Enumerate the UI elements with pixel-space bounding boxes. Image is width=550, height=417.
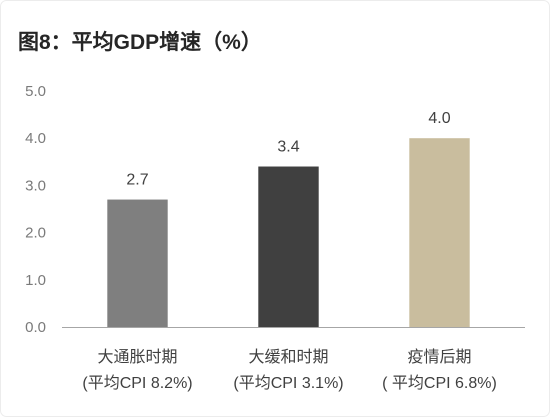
y-tick-label: 1.0 xyxy=(25,272,46,289)
y-tick-label: 0.0 xyxy=(25,319,46,336)
category-label-1: 大缓和时期 xyxy=(248,348,328,366)
y-tick-label: 3.0 xyxy=(25,177,46,194)
x-axis-category-labels: 大通胀时期 (平均CPI 8.2%) 大缓和时期 (平均CPI 3.1%) 疫情后期 ( … xyxy=(82,348,496,392)
category-label-0: 大通胀时期 xyxy=(97,348,177,366)
bar-2 xyxy=(409,138,470,327)
y-tick-label: 4.0 xyxy=(25,130,46,147)
y-tick-label: 5.0 xyxy=(25,83,46,100)
category-sublabel-0: (平均CPI 8.2%) xyxy=(82,374,192,392)
category-sublabel-2: ( 平均CPI 6.8%) xyxy=(382,374,497,392)
data-label-0: 2.7 xyxy=(126,172,148,189)
category-label-2: 疫情后期 xyxy=(407,348,471,366)
y-axis-tick-labels: 5.0 4.0 3.0 2.0 1.0 0.0 xyxy=(25,83,46,336)
bars xyxy=(107,138,470,327)
category-sublabel-1: (平均CPI 3.1%) xyxy=(233,374,343,392)
bar-1 xyxy=(258,166,319,327)
chart-title: 图8：平均GDP增速（%） xyxy=(18,30,262,54)
data-labels: 2.7 3.4 4.0 xyxy=(126,110,450,188)
data-label-2: 4.0 xyxy=(428,110,450,127)
bar-0 xyxy=(107,199,168,327)
data-label-1: 3.4 xyxy=(277,139,299,156)
y-tick-label: 2.0 xyxy=(25,225,46,242)
